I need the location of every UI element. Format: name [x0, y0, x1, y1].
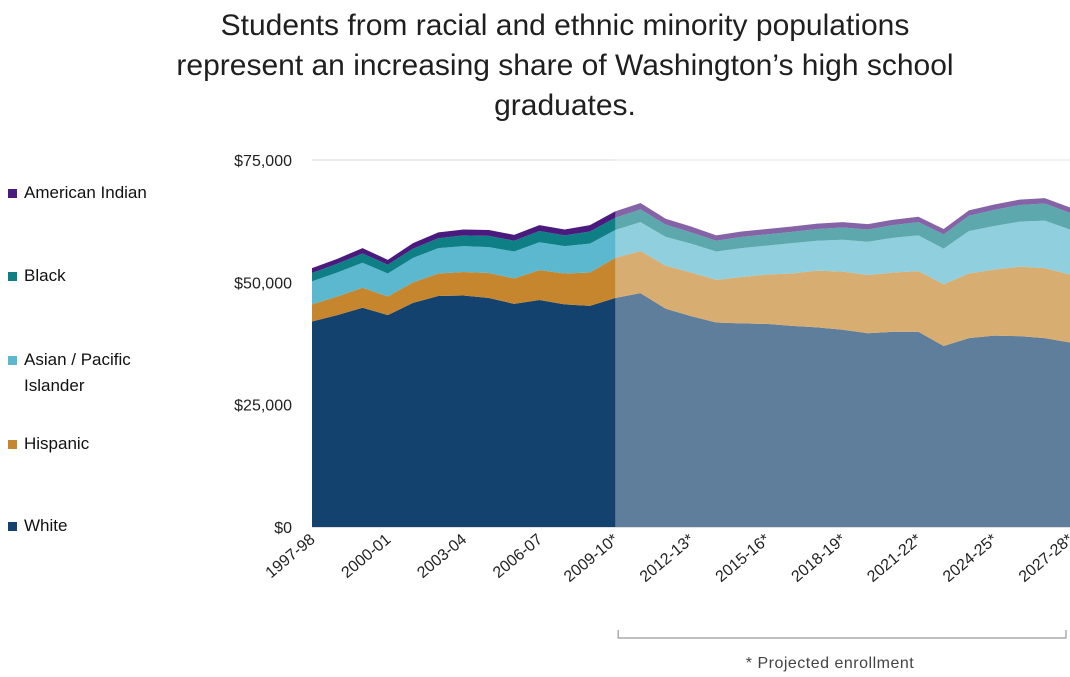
y-tick-label: $50,000	[234, 275, 292, 292]
y-axis-tick-labels: $0 $25,000 $50,000 $75,000	[234, 153, 292, 537]
legend-label: Hispanic	[24, 434, 90, 453]
legend-label: Black	[24, 266, 66, 285]
legend-label: Asian / Pacific Islander	[24, 350, 131, 395]
legend-swatch	[8, 272, 17, 281]
legend-swatch	[8, 356, 17, 365]
legend-item-black: Black	[8, 263, 194, 289]
x-tick-label: 2015-16*	[713, 531, 774, 586]
legend-label: American Indian	[24, 183, 147, 202]
legend-item-white: White	[8, 513, 194, 539]
legend-item-asian-pacific-islander: Asian / Pacific Islander	[8, 347, 174, 399]
x-axis-tick-labels: 1997-98 2000-01 2003-04 2006-07 2009-10* 2012…	[263, 531, 1070, 586]
series-areas	[312, 198, 1070, 527]
y-tick-label: $75,000	[234, 153, 292, 170]
area-black	[312, 203, 1070, 282]
chart-legend: American Indian Black Asian / Pacific Is…	[0, 0, 200, 677]
area-hispanic	[312, 251, 1070, 346]
legend-swatch	[8, 522, 17, 531]
projection-bracket	[617, 630, 1067, 639]
x-tick-label: 2000-01	[338, 531, 394, 582]
x-tick-label: 2012-13*	[637, 531, 698, 586]
legend-label: White	[24, 516, 68, 535]
title-line: represent an increasing share of Washing…	[176, 49, 954, 82]
x-tick-label: 2003-04	[414, 531, 470, 582]
x-tick-label: 2021-22*	[864, 531, 925, 586]
y-tick-label: $25,000	[234, 398, 292, 415]
projection-overlay	[615, 150, 1070, 527]
x-tick-label: 1997-98	[263, 531, 319, 582]
legend-item-hispanic: Hispanic	[8, 431, 194, 457]
chart-title: Students from racial and ethnic minority…	[60, 6, 1070, 126]
area-asian-pacific-islander	[312, 220, 1070, 305]
area-american-indian	[312, 198, 1070, 274]
x-tick-label: 2018-19*	[788, 531, 849, 586]
footnote: * Projected enrollment	[746, 655, 914, 672]
legend-swatch	[8, 440, 17, 449]
x-tick-label: 2027-28*	[1016, 531, 1070, 586]
x-tick-label: 2024-25*	[940, 531, 1001, 586]
projection-bracket-line	[617, 630, 1067, 639]
legend-swatch	[8, 189, 17, 198]
area-white	[312, 293, 1070, 527]
x-tick-label: 2006-07	[490, 531, 546, 582]
title-line: graduates.	[494, 89, 636, 122]
y-tick-label: $0	[274, 520, 292, 537]
title-line: Students from racial and ethnic minority…	[220, 9, 910, 42]
legend-item-american-indian: American Indian	[8, 180, 194, 206]
x-tick-label: 2009-10*	[561, 531, 622, 586]
